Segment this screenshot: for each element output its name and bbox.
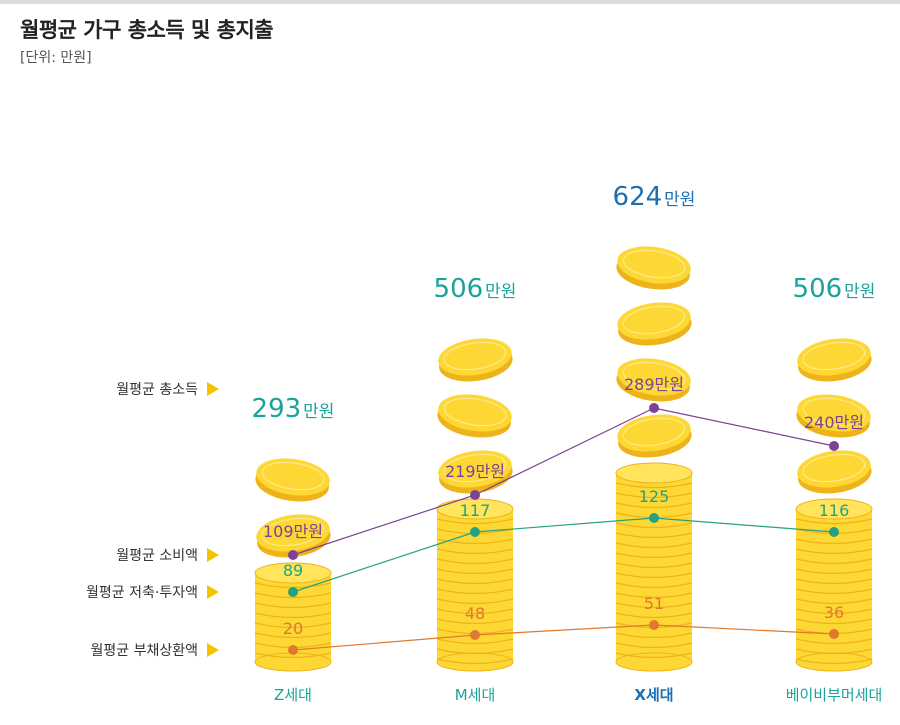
savings-value-label: 125 — [639, 487, 670, 506]
flying-coin — [796, 394, 871, 438]
savings-value-label: 116 — [819, 501, 850, 520]
flying-coin — [617, 414, 692, 458]
spending-value-label: 219만원 — [445, 462, 505, 481]
savings-line — [292, 517, 835, 593]
category-label: 베이비부머세대 — [786, 686, 883, 704]
savings-point — [649, 513, 659, 523]
category-label: Z세대 — [274, 686, 312, 704]
spending-line — [292, 407, 835, 556]
flying-coin — [797, 450, 872, 494]
arrow-icon — [207, 548, 219, 562]
row-label-savings: 월평균 저축·투자액 — [86, 585, 198, 601]
coin-stack — [615, 246, 693, 672]
chart-title: 월평균 가구 총소득 및 총지출 — [20, 18, 274, 42]
spending-value-label: 109만원 — [263, 522, 323, 541]
savings-point — [470, 527, 480, 537]
savings-value-label: 89 — [283, 561, 303, 580]
debt-point — [470, 630, 480, 640]
coin-stack — [795, 338, 873, 672]
savings-value-label: 117 — [460, 501, 491, 520]
row-label-income: 월평균 총소득 — [116, 382, 198, 398]
unit-label: [단위: 만원] — [20, 50, 92, 66]
debt-value-label: 36 — [824, 603, 844, 622]
debt-point — [288, 645, 298, 655]
debt-point — [649, 620, 659, 630]
income-label: 624 만원 — [613, 182, 696, 212]
savings-point — [829, 527, 839, 537]
income-label: 506 만원 — [434, 274, 517, 304]
arrow-icon — [207, 643, 219, 657]
flying-coin — [797, 338, 872, 382]
debt-line — [292, 624, 835, 651]
income-label: 293 만원 — [252, 394, 335, 424]
flying-coin — [438, 450, 513, 494]
flying-coin — [616, 358, 691, 402]
category-labels: Z세대 M세대 X세대 베이비부머세대 — [274, 686, 882, 704]
savings-point — [288, 587, 298, 597]
spending-value-label: 240만원 — [804, 413, 864, 432]
flying-coin — [255, 458, 330, 502]
arrow-icon — [207, 382, 219, 396]
spending-value-label: 289만원 — [624, 375, 684, 394]
data-labels: 293 만원 506 만원 624 만원 506 만원 109만원 219만원 289만원 240만원… — [252, 182, 876, 638]
spending-point — [649, 403, 659, 413]
category-label: M세대 — [455, 686, 496, 704]
debt-value-label: 51 — [644, 594, 664, 613]
flying-coin — [438, 338, 513, 382]
arrow-icon — [207, 585, 219, 599]
spending-point — [288, 550, 298, 560]
debt-point — [829, 629, 839, 639]
spending-point — [829, 441, 839, 451]
series-lines — [288, 403, 839, 655]
income-label: 506 만원 — [793, 274, 876, 304]
debt-value-label: 20 — [283, 619, 303, 638]
flying-coin — [617, 302, 692, 346]
coin-stacks — [254, 246, 873, 672]
row-label-debt: 월평균 부채상환액 — [91, 643, 199, 659]
category-label: X세대 — [634, 686, 673, 704]
debt-value-label: 48 — [465, 604, 485, 623]
flying-coin — [616, 246, 691, 290]
spending-point — [470, 490, 480, 500]
top-border — [0, 0, 900, 4]
flying-coin — [437, 394, 512, 438]
row-label-spending: 월평균 소비액 — [116, 548, 198, 564]
